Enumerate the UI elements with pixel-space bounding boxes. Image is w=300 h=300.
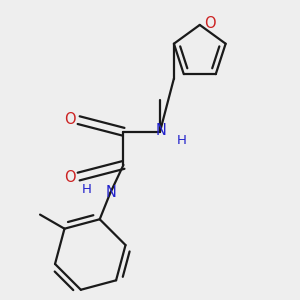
Text: N: N xyxy=(105,185,116,200)
Text: N: N xyxy=(155,123,166,138)
Text: O: O xyxy=(204,16,215,31)
Text: O: O xyxy=(64,112,76,127)
Text: H: H xyxy=(82,183,92,196)
Text: H: H xyxy=(177,134,187,146)
Text: O: O xyxy=(64,170,76,185)
